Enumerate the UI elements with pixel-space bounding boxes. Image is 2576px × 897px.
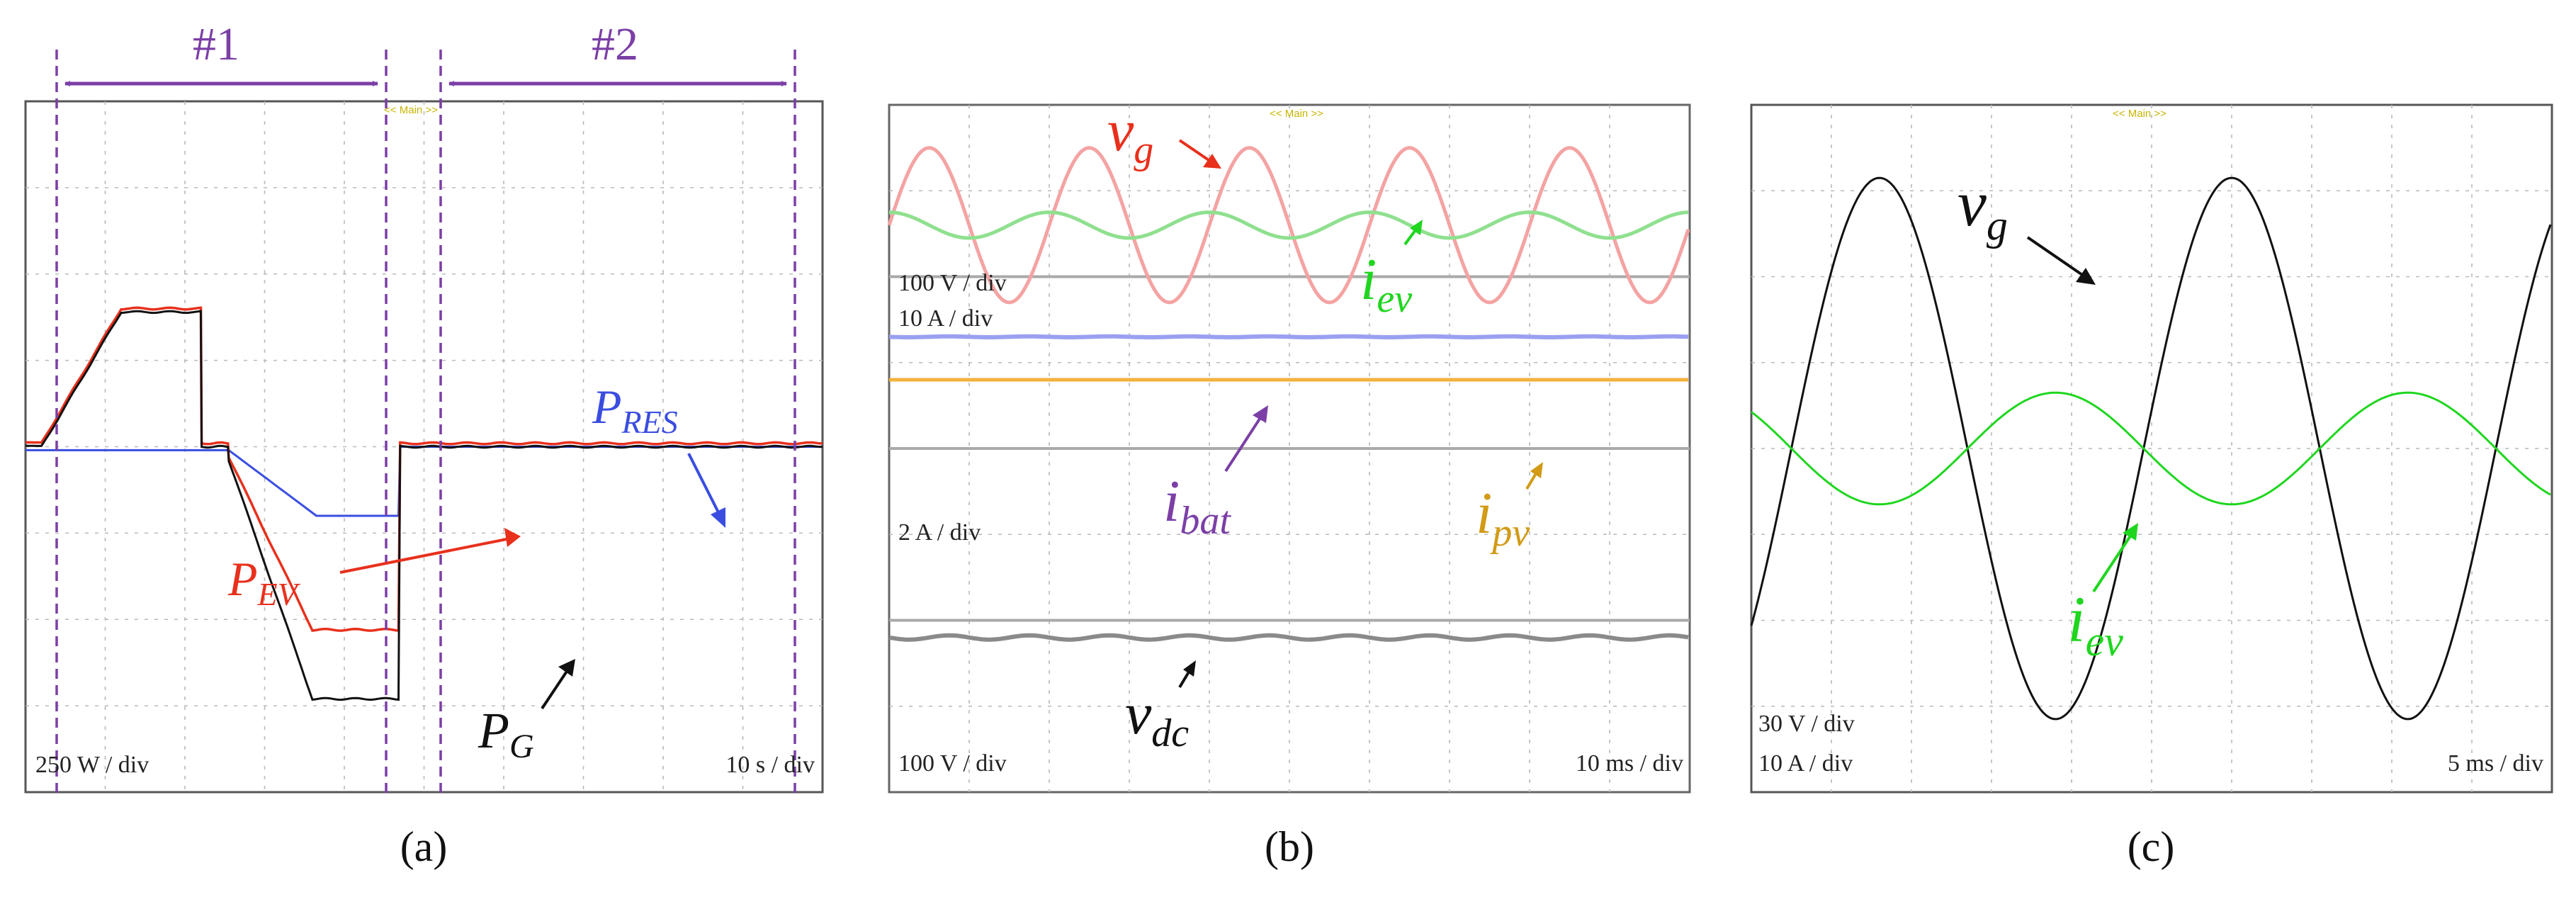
arrow-b-v-g — [1178, 139, 1214, 164]
interval-label-1: #1 — [193, 18, 239, 70]
grid-c — [1751, 105, 2552, 792]
arrow-p-ev — [339, 537, 511, 574]
trace-p-ev — [26, 306, 823, 632]
scale-label-b-ch1: 100 V / div — [898, 270, 1007, 296]
label-c-i-ev: iev — [2067, 583, 2123, 665]
grid-b — [889, 105, 1690, 792]
scale-label-c-ch2: 10 A / div — [1758, 750, 1853, 777]
label-c-v-g: vg — [1958, 167, 2008, 249]
traces-c — [1750, 176, 2552, 721]
arrowhead-b-i-pv — [1530, 462, 1543, 478]
arrowhead-b-i-bat — [1253, 405, 1268, 423]
arrowhead-p-g — [558, 659, 575, 677]
label-p-ev: PEV — [227, 552, 301, 612]
label-p-g: PG — [478, 702, 534, 765]
panel-a: << Main >> #1 #2 PRES PEV PG 250 W / div — [24, 18, 824, 870]
trace-i-ev-c — [1751, 391, 2551, 506]
label-b-i-ev: iev — [1360, 247, 1412, 321]
scale-label-a-right: 10 s / div — [725, 752, 815, 778]
interval-markers: #1 #2 — [55, 18, 796, 797]
arrow-p-res — [687, 453, 724, 521]
arrowhead-c-i-ev — [2123, 523, 2138, 541]
caption-c: (c) — [2128, 823, 2175, 870]
arrowhead-c-v-g — [2076, 268, 2096, 285]
traces-b — [887, 146, 1690, 642]
scale-label-c-ch1: 30 V / div — [1758, 711, 1855, 737]
arrow-b-i-bat — [1224, 413, 1264, 473]
trace-i-ev — [889, 210, 1689, 240]
panel-c: << Main >> vg iev 30 V / div 10 A / div … — [1750, 103, 2553, 870]
label-b-i-pv: ipv — [1476, 480, 1530, 555]
caption-b: (b) — [1265, 823, 1314, 870]
traces-a — [26, 306, 823, 701]
trigger-label-b: << Main >> — [1270, 108, 1323, 120]
arrowhead-b-v-g — [1203, 154, 1221, 169]
scale-label-a-left: 250 W / div — [35, 752, 149, 778]
interval-label-2: #2 — [592, 18, 638, 70]
arrowhead-p-res — [711, 507, 725, 528]
label-b-i-bat: ibat — [1163, 468, 1231, 543]
arrow-p-g — [541, 665, 572, 710]
arrowhead-b-i-ev — [1410, 220, 1423, 235]
arrow-c-i-ev — [2092, 531, 2134, 593]
scale-label-b-ch3: 2 A / div — [898, 519, 981, 546]
trace-v-g-c — [1750, 176, 2552, 721]
scale-label-b-ch4: 100 V / div — [898, 750, 1007, 777]
arrowhead-b-v-dc — [1183, 660, 1196, 677]
label-b-v-dc: vdc — [1125, 681, 1189, 755]
caption-a: (a) — [400, 823, 448, 870]
arrowhead-p-ev — [504, 528, 521, 547]
label-p-res: PRES — [592, 380, 678, 440]
scale-label-b-ch2: 10 A / div — [898, 305, 993, 332]
arrow-c-v-g — [2026, 236, 2088, 279]
trace-v-dc — [888, 633, 1689, 642]
trigger-label-c: << Main >> — [2113, 108, 2167, 120]
scale-label-c-time: 5 ms / div — [2448, 750, 2543, 777]
label-b-v-g: vg — [1107, 98, 1153, 172]
trace-v-g — [887, 146, 1690, 305]
panel-b: << Main >> vg iev ibat ipv vdc 100 V / d… — [887, 98, 1691, 870]
scale-label-b-time: 10 ms / div — [1576, 750, 1683, 777]
trigger-label-a: << Main >> — [384, 104, 438, 116]
trace-p-g — [26, 310, 823, 701]
